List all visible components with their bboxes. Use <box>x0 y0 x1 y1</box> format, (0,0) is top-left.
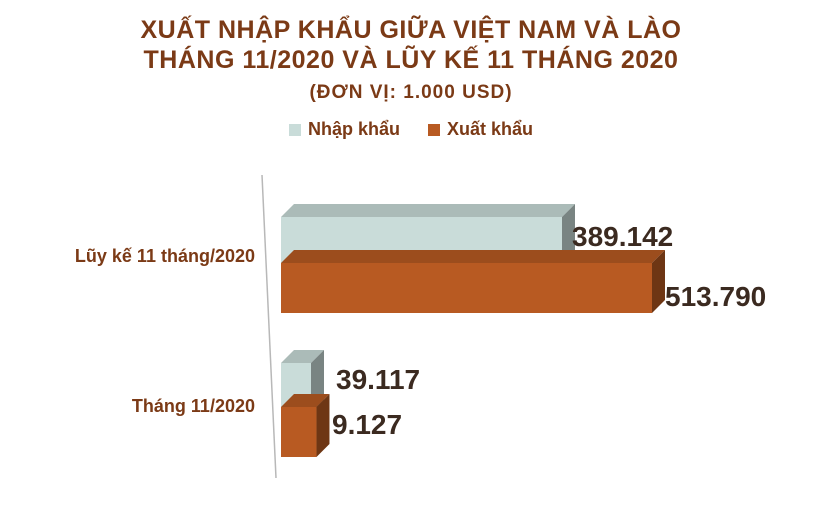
legend: Nhập khẩu Xuất khẩu <box>0 119 822 140</box>
value-label-0-1: 39.117 <box>336 364 420 395</box>
bar-top-1-1 <box>281 394 330 407</box>
bar-top-0-0 <box>281 204 575 217</box>
legend-label-import: Nhập khẩu <box>307 119 400 139</box>
chart-title: XUẤT NHẬP KHẨU GIỮA VIỆT NAM VÀ LÀO <box>140 16 682 44</box>
bar-side-1-0 <box>652 250 665 313</box>
bar-1-1 <box>281 407 317 457</box>
chart-subtitle: (ĐƠN VỊ: 1.000 USD) <box>309 82 513 103</box>
value-label-0-0: 389.142 <box>572 221 673 252</box>
legend-item-export: Xuất khẩu <box>427 119 534 140</box>
axis-wall-line <box>261 174 277 479</box>
category-label-0: Lũy kế 11 tháng/2020 <box>75 246 255 266</box>
bar-side-1-1 <box>316 394 330 457</box>
bar-top-0-1 <box>281 350 324 363</box>
value-label-1-1: 9.127 <box>332 409 402 440</box>
category-label-1: Tháng 11/2020 <box>132 396 255 416</box>
bar-top-1-0 <box>281 250 665 263</box>
legend-swatch-export <box>427 123 440 136</box>
legend-item-import: Nhập khẩu <box>288 119 400 140</box>
bar-1-0 <box>281 263 652 313</box>
legend-label-export: Xuất khẩu <box>446 119 534 139</box>
value-label-1-0: 513.790 <box>665 281 766 312</box>
legend-swatch-import <box>288 123 301 136</box>
chart-title-line2: THÁNG 11/2020 VÀ LŨY KẾ 11 THÁNG 2020 <box>143 46 679 74</box>
